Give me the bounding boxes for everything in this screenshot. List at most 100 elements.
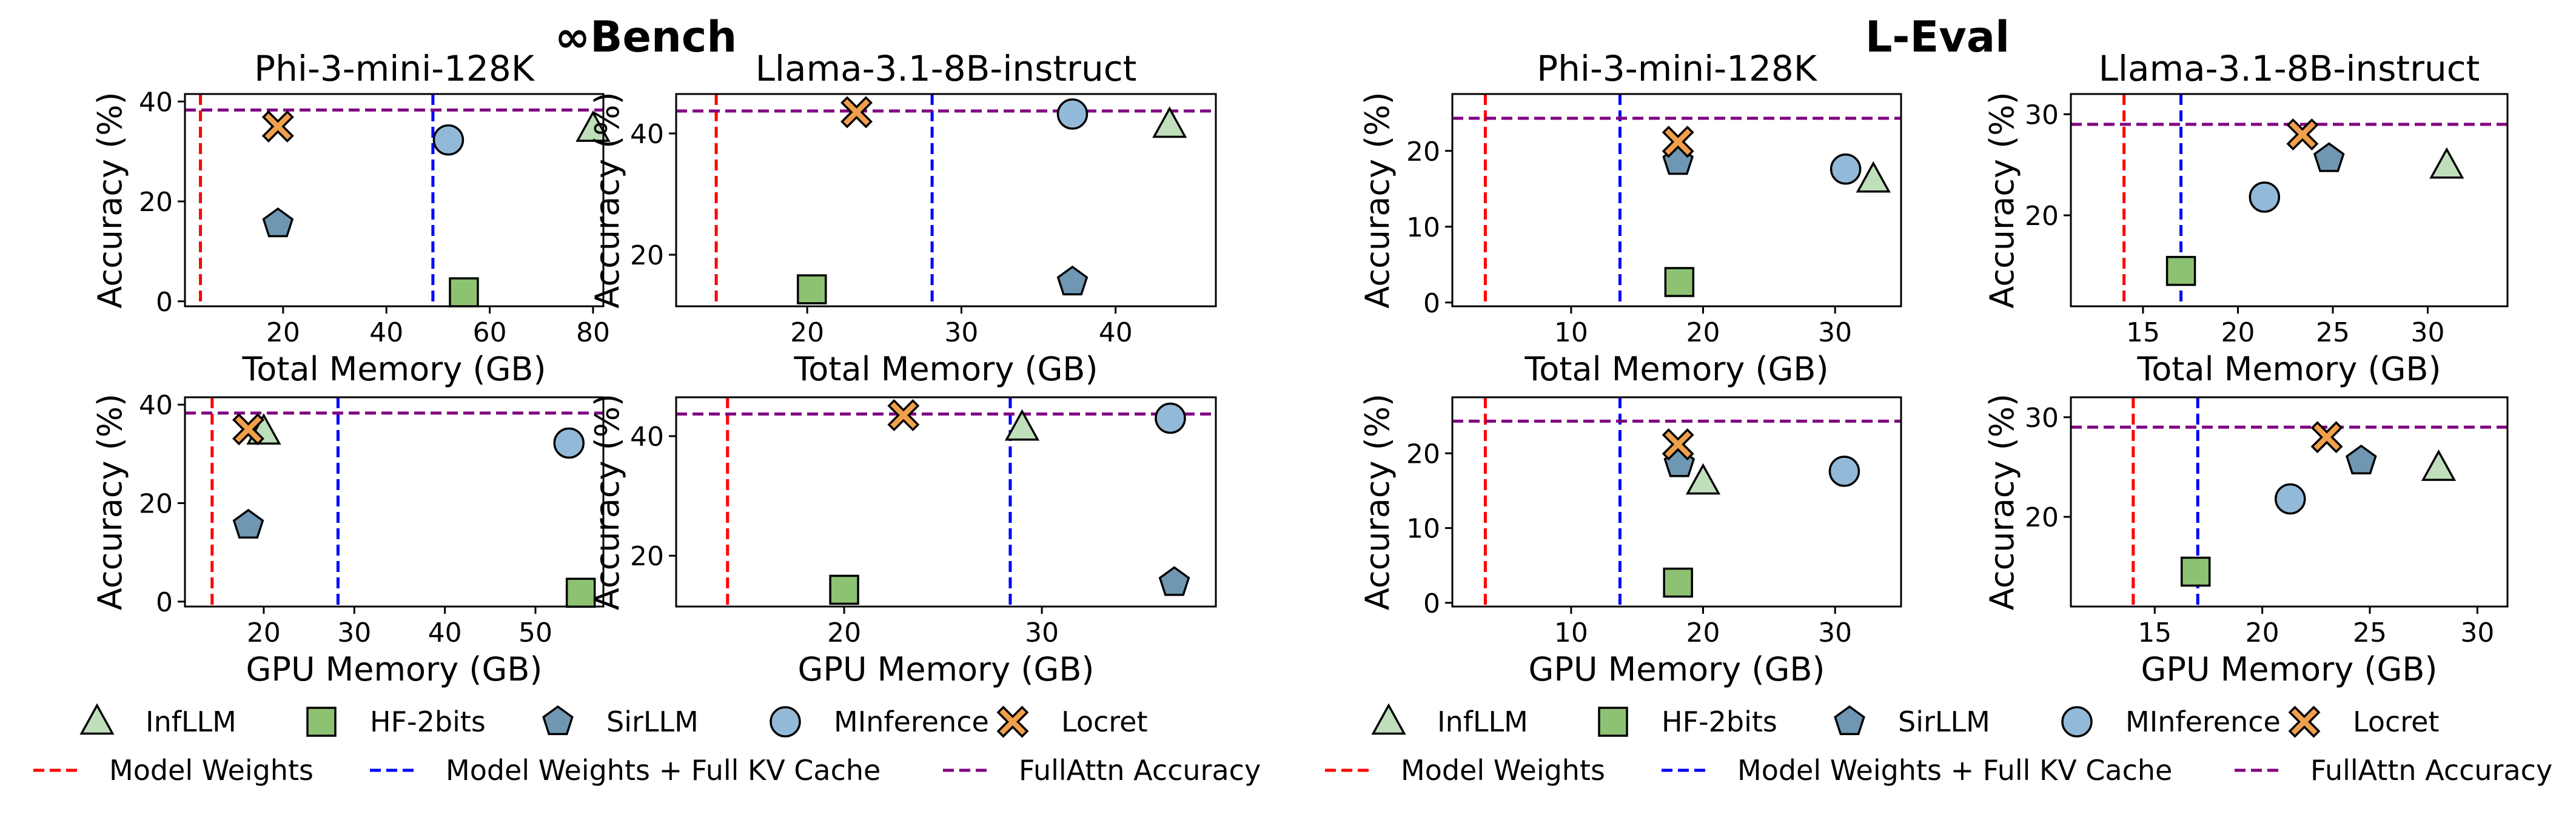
group-title-leval: L-Eval xyxy=(1865,12,2010,62)
x-tick-label: 25 xyxy=(2353,617,2387,648)
x-tick-label: 25 xyxy=(2316,317,2350,348)
x-tick-label: 20 xyxy=(2246,617,2279,648)
x-tick-label: 20 xyxy=(790,317,824,348)
point-minference xyxy=(553,427,585,459)
y-tick-label: 20 xyxy=(2025,201,2059,232)
point-minference xyxy=(1155,402,1186,434)
point-minference xyxy=(1056,98,1088,130)
legend-sirllm-marker xyxy=(1834,705,1865,735)
plot-frame xyxy=(1451,396,1902,608)
x-tick-label: 80 xyxy=(576,317,610,348)
x-tick-label: 30 xyxy=(1025,617,1059,648)
x-tick-label: 30 xyxy=(337,617,371,648)
legend-leval: InfLLM HF-2bits SirLLM MInference Locret Mode… xyxy=(1325,703,2552,787)
legend-label: Model Weights xyxy=(109,754,314,787)
y-tick-label: 40 xyxy=(630,422,664,452)
point-sirllm xyxy=(232,508,264,539)
x-tick-label: 10 xyxy=(1554,317,1588,348)
x-tick-label: 20 xyxy=(827,617,861,648)
legend-label: InfLLM xyxy=(1437,705,1528,738)
plot-frame xyxy=(184,93,605,308)
legend-locret-marker xyxy=(996,705,1029,738)
point-minference xyxy=(432,124,465,156)
y-tick-label: 40 xyxy=(139,390,173,421)
x-tick-label: 10 xyxy=(1554,617,1588,648)
legend-infllm-marker xyxy=(1371,703,1406,735)
x-axis-label: GPU Memory (GB) xyxy=(1529,650,1825,688)
panel-title: Phi-3-mini-128K xyxy=(254,48,535,89)
legend-label: Model Weights + Full KV Cache xyxy=(446,754,880,787)
y-axis-label: Accuracy (%) xyxy=(1983,394,2021,610)
point-minference xyxy=(2275,483,2306,515)
point-infllm xyxy=(2429,147,2464,179)
point-infllm xyxy=(1004,409,1040,441)
point-sirllm xyxy=(2345,444,2377,475)
point-hf-2bits xyxy=(797,274,827,304)
legend-label: MInference xyxy=(834,705,989,738)
y-tick-label: 20 xyxy=(2025,502,2059,533)
x-tick-label: 30 xyxy=(2460,617,2494,648)
legend-infbench: InfLLM HF-2bits SirLLM MInference Locret Mode… xyxy=(33,703,1261,787)
point-infllm xyxy=(575,110,611,142)
x-axis-label: GPU Memory (GB) xyxy=(798,650,1095,688)
point-sirllm xyxy=(2313,142,2345,172)
y-tick-label: 0 xyxy=(156,287,173,318)
plot-frame xyxy=(1451,93,1902,308)
point-hf-2bits xyxy=(1664,267,1695,297)
legend-infllm-marker xyxy=(79,703,115,735)
legend-label: HF-2bits xyxy=(370,705,486,738)
point-minference xyxy=(1830,153,1862,185)
plot-frame xyxy=(2070,93,2509,308)
legend-label: MInference xyxy=(2125,705,2281,738)
legend-label: HF-2bits xyxy=(1662,705,1777,738)
x-tick-label: 30 xyxy=(944,317,978,348)
x-axis-label: GPU Memory (GB) xyxy=(2141,650,2438,688)
point-locret xyxy=(261,110,294,143)
point-locret xyxy=(1662,428,1694,461)
x-axis-label: Total Memory (GB) xyxy=(1524,350,1828,388)
point-locret xyxy=(1662,126,1694,158)
point-locret xyxy=(840,96,873,129)
legend-label: SirLLM xyxy=(1898,705,1990,738)
legend-label: Model Weights + Full KV Cache xyxy=(1737,754,2172,787)
y-tick-label: 30 xyxy=(2025,403,2059,434)
y-axis-label: Accuracy (%) xyxy=(588,394,626,610)
group-title-infbench: ∞Bench xyxy=(555,12,737,62)
legend-minference-marker xyxy=(770,706,801,738)
x-tick-label: 40 xyxy=(1099,317,1133,348)
y-tick-label: 10 xyxy=(1406,212,1440,243)
legend-hf-2bits-marker xyxy=(306,707,337,737)
y-tick-label: 30 xyxy=(2025,99,2059,130)
panel-title: Llama-3.1-8B-instruct xyxy=(756,48,1137,89)
point-minference xyxy=(1828,456,1860,487)
panel-title: Llama-3.1-8B-instruct xyxy=(2099,48,2480,89)
point-hf-2bits xyxy=(449,277,479,308)
point-minference xyxy=(2249,181,2281,213)
legend-sirllm-marker xyxy=(542,705,574,735)
x-tick-label: 40 xyxy=(369,317,403,348)
legend-label: SirLLM xyxy=(606,705,699,738)
y-tick-label: 0 xyxy=(1423,288,1440,319)
y-tick-label: 0 xyxy=(156,587,173,618)
y-tick-label: 20 xyxy=(630,240,664,271)
point-infllm xyxy=(1685,463,1721,495)
x-axis-label: Total Memory (GB) xyxy=(2136,350,2441,388)
legend-minference-marker xyxy=(2061,706,2093,738)
legend-label: Locret xyxy=(2353,705,2440,738)
point-locret xyxy=(2286,118,2319,151)
x-tick-label: 30 xyxy=(1818,317,1852,348)
plot-frame xyxy=(675,93,1217,308)
legend-label: InfLLM xyxy=(146,705,236,738)
x-tick-label: 20 xyxy=(1686,617,1720,648)
y-tick-label: 20 xyxy=(1406,136,1440,167)
x-tick-label: 30 xyxy=(2411,317,2445,348)
point-infllm xyxy=(2421,449,2457,481)
y-tick-label: 20 xyxy=(139,187,173,218)
x-axis-label: Total Memory (GB) xyxy=(241,350,546,388)
